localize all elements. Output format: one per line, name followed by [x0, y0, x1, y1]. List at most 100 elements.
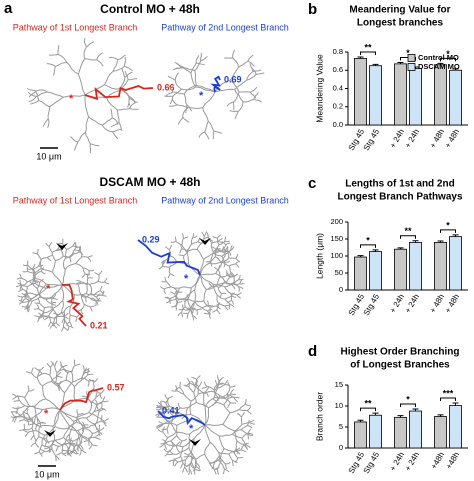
- neuron-branch: [192, 314, 197, 319]
- neuron-branch: [37, 315, 43, 320]
- neuron-branch: [221, 250, 226, 257]
- neuron-branch: [19, 428, 25, 431]
- neuron-branch: [88, 444, 93, 450]
- neuron-branch: [96, 59, 104, 67]
- neuron-branch: [93, 404, 98, 412]
- neuron-branch: [24, 405, 35, 408]
- neuron-branch: [169, 411, 174, 417]
- neuron-branch: [203, 300, 211, 308]
- neuron-branch: [184, 297, 187, 307]
- neuron-branch: [69, 253, 74, 258]
- neuron-branch: [155, 406, 162, 409]
- neuron-branch: [77, 58, 86, 75]
- neuron-branch: [129, 97, 138, 103]
- neuron-branch: [82, 267, 86, 275]
- neuron-branch: [32, 265, 39, 271]
- neuron-branch: [35, 271, 42, 276]
- neuron-branch: [157, 401, 163, 407]
- chart-title: Meandering Value for: [349, 5, 450, 16]
- neuron-branch: [175, 441, 181, 447]
- neuron-branch: [33, 451, 40, 455]
- neuron-branch: [106, 89, 122, 99]
- neuron-branch: [26, 88, 37, 92]
- neuron-branch: [22, 270, 28, 273]
- neuron-branch: [183, 93, 188, 105]
- pathway-value: 0.41: [162, 405, 180, 415]
- neuron-branch: [15, 284, 22, 288]
- neuron-branch: [49, 324, 54, 329]
- neuron-branch: [88, 116, 103, 126]
- neuron-branch: [239, 409, 247, 412]
- neuron-branch: [190, 237, 194, 245]
- neuron-branch: [42, 313, 45, 320]
- neuron-branch: [28, 301, 33, 308]
- neuron-branch: [213, 466, 220, 470]
- neuron-branch: [24, 397, 30, 407]
- pathway: [59, 387, 104, 411]
- neuron-branch: [161, 406, 169, 412]
- neuron-branch: [233, 397, 239, 403]
- neuron-branch: [217, 375, 220, 381]
- neuron-branch: [167, 453, 174, 456]
- neuron-branch: [213, 130, 223, 134]
- neuron-branch: [18, 288, 23, 292]
- neuron-branch: [79, 444, 84, 451]
- neuron-branch: [215, 262, 223, 274]
- neuron-branch: [204, 424, 220, 437]
- neuron-branch: [185, 289, 195, 299]
- neuron-branch: [38, 444, 43, 452]
- neuron-branch: [207, 300, 209, 306]
- neuron-branch: [221, 292, 227, 295]
- neuron-branch: [55, 255, 64, 262]
- neuron-branch: [188, 447, 194, 457]
- neuron-branch: [226, 251, 230, 258]
- neuron-branch: [232, 459, 238, 464]
- y-tick-label: 150: [330, 234, 343, 243]
- neuron-branch: [56, 452, 62, 456]
- neuron-branch: [24, 390, 30, 398]
- neuron-branch: [55, 455, 57, 462]
- neuron-branch: [18, 419, 25, 422]
- panel-letter: a: [4, 0, 13, 17]
- significance-label: *: [446, 220, 450, 230]
- neuron-branch: [216, 401, 224, 406]
- neuron-branch: [51, 381, 58, 387]
- neuron-branch: [79, 428, 85, 438]
- neuron-branch: [54, 426, 69, 430]
- neuron-branch: [188, 469, 190, 476]
- neuron-branch: [236, 294, 242, 299]
- neuron-branch: [216, 309, 221, 315]
- neuron-branch: [37, 373, 43, 378]
- neuron-branch: [42, 386, 47, 400]
- neuron-branch: [246, 70, 254, 81]
- neuron-branch: [83, 303, 91, 308]
- neuron-branch: [12, 407, 19, 410]
- neuron-branch: [216, 238, 220, 245]
- neuron-branch: [220, 254, 227, 263]
- neuron-branch: [162, 260, 166, 265]
- neuron-branch: [45, 297, 53, 300]
- neuron-branch: [85, 132, 91, 145]
- neuron-branch: [128, 101, 137, 109]
- neuron-branch: [66, 62, 79, 75]
- bar: [369, 414, 382, 449]
- neuron-branch: [218, 303, 226, 307]
- neuron-branch: [45, 299, 52, 304]
- significance-bracket: [360, 407, 376, 412]
- neuron-branch: [96, 296, 100, 302]
- neuron-branch: [21, 277, 28, 283]
- neuron-branch: [102, 396, 106, 402]
- neuron-branch: [196, 242, 203, 250]
- neuron-branch: [238, 60, 249, 68]
- neuron-branch: [180, 456, 184, 464]
- neuron-branch: [173, 456, 181, 461]
- neuron-branch: [48, 53, 59, 56]
- neuron-branch: [230, 245, 233, 251]
- neuron-branch: [73, 359, 76, 366]
- neuron-branch: [69, 314, 71, 322]
- neuron-branch: [203, 381, 208, 387]
- neuron-branch: [57, 375, 63, 378]
- neuron-branch: [128, 96, 131, 106]
- neuron-branch: [191, 438, 195, 453]
- neuron-branch: [222, 423, 235, 432]
